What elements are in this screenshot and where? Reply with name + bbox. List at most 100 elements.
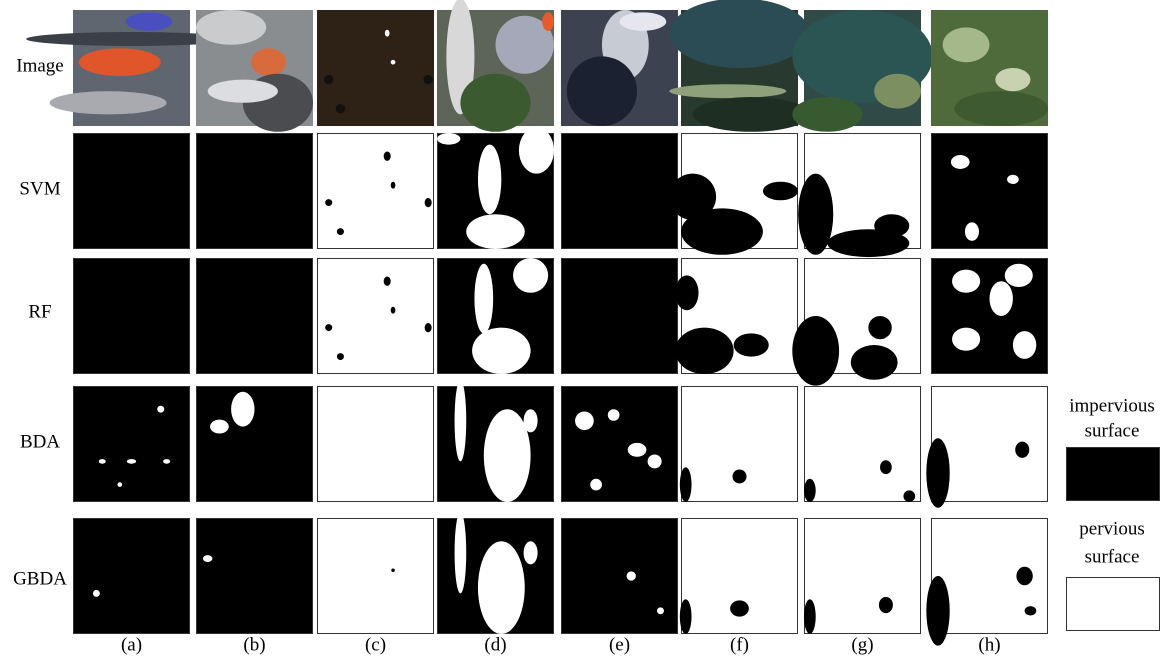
mask-region — [1013, 331, 1036, 359]
tile-bg — [562, 259, 678, 374]
mask-tile — [197, 519, 313, 634]
tile-bg — [197, 519, 313, 634]
mask-tile — [926, 387, 1047, 508]
tile-bg — [805, 387, 921, 502]
mask-region — [384, 152, 391, 161]
row-label: BDA — [20, 431, 60, 452]
mask-region — [524, 541, 538, 564]
tile-feature — [874, 74, 921, 109]
mask-region — [203, 555, 212, 562]
tile-feature — [251, 48, 286, 76]
mask-region — [680, 599, 692, 634]
mask-region — [804, 599, 816, 634]
mask-tile — [74, 387, 190, 502]
mask-region — [513, 258, 548, 293]
mask-tile — [74, 259, 190, 374]
mask-region — [792, 316, 839, 386]
tile-bg — [318, 519, 434, 634]
tile-feature — [620, 12, 667, 31]
tile-feature — [126, 12, 173, 31]
column-label: (e) — [609, 634, 630, 655]
mask-tile — [438, 258, 554, 374]
mask-tile — [562, 259, 678, 374]
mask-tile — [318, 387, 434, 502]
mask-region — [478, 541, 525, 634]
column-label: (h) — [978, 634, 1000, 655]
mask-region — [675, 328, 734, 374]
mask-tile — [798, 134, 920, 258]
image-tile — [792, 10, 932, 132]
mask-region — [965, 222, 979, 241]
mask-tile — [74, 134, 190, 249]
tile-bg — [197, 134, 313, 249]
mask-region — [763, 182, 798, 201]
image-tile — [437, 0, 554, 132]
tile-feature — [542, 12, 554, 31]
image-tile — [196, 10, 313, 132]
mask-region — [337, 353, 344, 360]
mask-region — [231, 392, 254, 427]
mask-region — [952, 270, 980, 293]
tile-bg — [562, 134, 678, 249]
mask-region — [325, 199, 332, 206]
mask-tile — [669, 134, 798, 255]
mask-region — [1005, 264, 1033, 287]
tile-feature — [567, 56, 637, 126]
mask-region — [337, 228, 344, 235]
image-tile — [931, 10, 1048, 126]
tile-bg — [562, 519, 678, 634]
tile-feature — [336, 104, 345, 113]
image-tile — [669, 0, 809, 132]
tile-feature — [391, 60, 396, 65]
mask-region — [117, 482, 122, 487]
mask-tile — [437, 127, 554, 249]
mask-region — [437, 133, 460, 145]
mask-region — [903, 490, 915, 502]
mask-region — [466, 214, 525, 249]
tile-feature — [669, 84, 786, 98]
figure: ImageSVMRFBDAGBDA(a)(b)(c)(d)(e)(f)(g)(h… — [0, 0, 1167, 657]
mask-region — [926, 576, 949, 646]
mask-tile — [932, 259, 1048, 374]
mask-region — [804, 479, 816, 502]
mask-region — [1015, 442, 1029, 458]
mask-region — [681, 208, 763, 254]
mask-region — [1007, 175, 1019, 184]
mask-region — [455, 512, 467, 593]
mask-region — [524, 409, 538, 432]
mask-region — [519, 127, 554, 173]
mask-region — [880, 460, 892, 474]
mask-tile — [197, 387, 313, 502]
mask-region — [472, 328, 530, 374]
tile-feature — [693, 97, 810, 132]
legend-label: surface — [1085, 546, 1140, 567]
tile-bg — [74, 134, 190, 249]
legend-label: pervious — [1079, 518, 1144, 539]
mask-tile — [197, 259, 313, 374]
mask-region — [648, 454, 662, 468]
tile-feature — [954, 91, 1048, 126]
mask-tile — [932, 134, 1048, 249]
mask-region — [425, 323, 432, 332]
tile-bg — [74, 519, 190, 634]
tile-bg — [197, 387, 313, 502]
tile-feature — [208, 80, 278, 103]
mask-region — [657, 607, 664, 614]
tile-bg — [562, 387, 678, 502]
column-label: (g) — [851, 634, 873, 655]
tile-bg — [318, 134, 434, 249]
legend-swatch — [1067, 448, 1160, 501]
image-tile — [317, 10, 434, 126]
legend-label: impervious — [1069, 395, 1155, 416]
mask-region — [952, 328, 980, 351]
mask-tile — [438, 512, 554, 634]
mask-region — [157, 406, 164, 413]
tile-bg — [74, 259, 190, 374]
tile-bg — [318, 259, 434, 374]
mask-tile — [926, 519, 1047, 646]
tile-bg — [197, 259, 313, 374]
mask-region — [575, 412, 594, 431]
mask-region — [127, 459, 136, 464]
mask-region — [608, 409, 620, 421]
mask-tile — [804, 387, 921, 503]
